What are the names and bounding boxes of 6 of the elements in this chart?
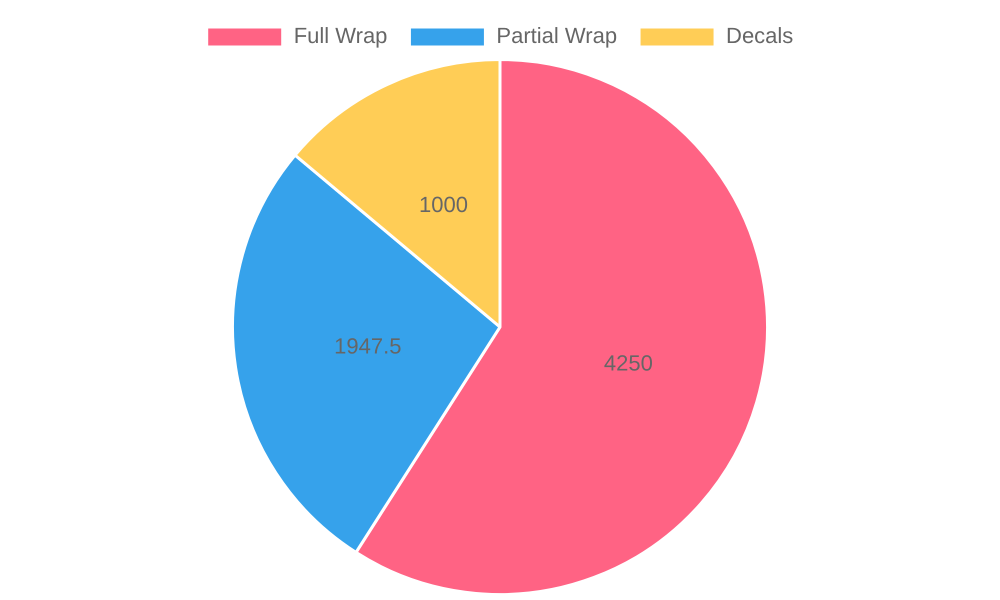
legend-label: Partial Wrap xyxy=(496,23,618,48)
data-label: 1947.5 xyxy=(334,333,402,358)
data-label: 4250 xyxy=(604,350,653,376)
legend-label: Decals xyxy=(726,23,794,48)
data-label: 1000 xyxy=(418,192,468,217)
legend-label: Full Wrap xyxy=(294,23,388,48)
